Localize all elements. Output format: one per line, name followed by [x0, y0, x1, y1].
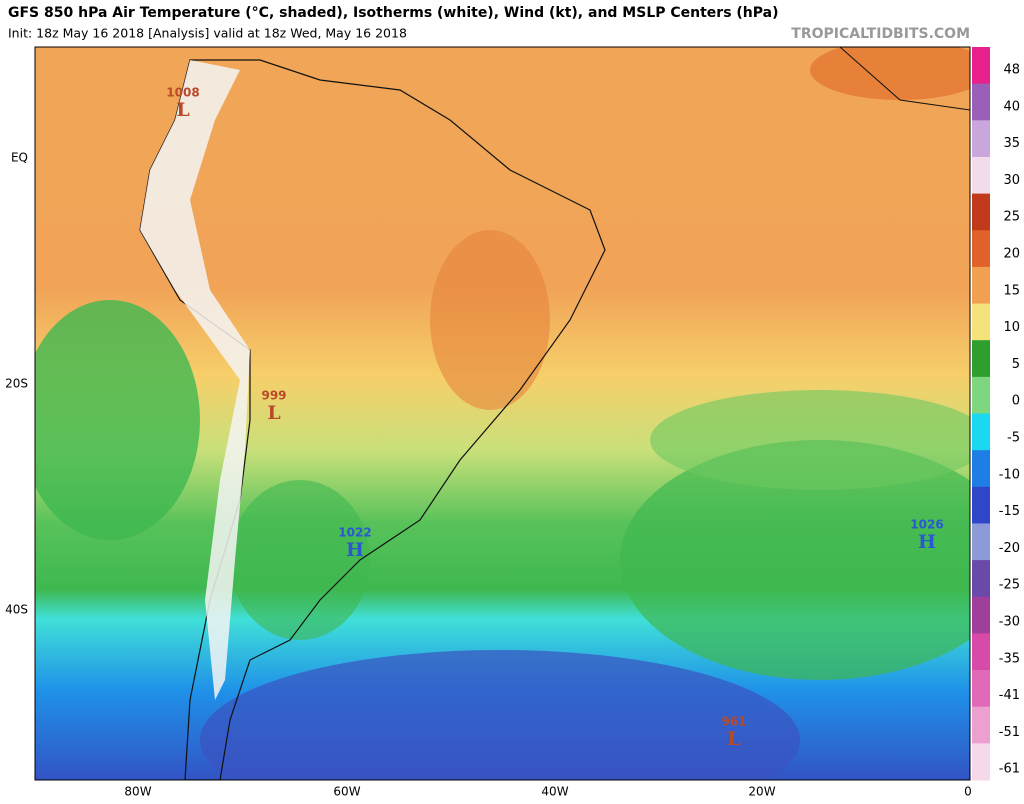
lon-label: 40W: [541, 785, 568, 799]
lon-label: 60W: [333, 785, 360, 799]
center-pressure: 1008: [166, 86, 199, 100]
colorbar-segment: [972, 47, 990, 85]
colorbar-label: -61: [999, 762, 1020, 777]
colorbar-segment: [972, 340, 990, 378]
colorbar-segment: [972, 413, 990, 451]
colorbar-label: 48: [1003, 63, 1020, 78]
colorbar-label: -25: [999, 578, 1020, 593]
colorbar-label: -30: [999, 615, 1020, 630]
colorbar-segment: [972, 486, 990, 524]
colorbar-segment: [972, 670, 990, 708]
center-pressure: 1022: [338, 526, 371, 540]
colorbar-label: -5: [1007, 431, 1020, 446]
colorbar-label: 0: [1012, 394, 1020, 409]
lon-label: 20W: [748, 785, 775, 799]
colorbar-label: -35: [999, 651, 1020, 666]
center-pressure: 961: [721, 715, 746, 729]
center-letter: H: [346, 539, 364, 561]
credit: TROPICALTIDBITS.COM: [791, 26, 970, 42]
lon-label: 80W: [124, 785, 151, 799]
colorbar-label: 40: [1003, 99, 1020, 114]
map: [35, 47, 970, 780]
colorbar-segment: [972, 376, 990, 414]
colorbar-label: 35: [1003, 136, 1020, 151]
lat-label: 40S: [5, 603, 28, 617]
center-letter: L: [176, 99, 189, 121]
colorbar-segment: [972, 303, 990, 341]
colorbar-label: 10: [1003, 320, 1020, 335]
colorbar-segment: [972, 83, 990, 121]
colorbar-label: -15: [999, 504, 1020, 519]
colorbar-segment: [972, 120, 990, 158]
lon-label: 0: [964, 785, 972, 799]
colorbar-segment: [972, 193, 990, 231]
lat-label: EQ: [11, 151, 28, 165]
title: GFS 850 hPa Air Temperature (°C, shaded)…: [8, 5, 779, 21]
colorbar-label: 5: [1012, 357, 1020, 372]
map-frame: [34, 46, 971, 781]
subtitle: Init: 18z May 16 2018 [Analysis] valid a…: [8, 26, 407, 41]
colorbar-label: 25: [1003, 210, 1020, 225]
colorbar-label: 15: [1003, 283, 1020, 298]
colorbar-segment: [972, 523, 990, 561]
colorbar-label: -51: [999, 725, 1020, 740]
colorbar-label: -10: [999, 467, 1020, 482]
colorbar-label: 20: [1003, 247, 1020, 262]
center-pressure: 1026: [910, 518, 943, 532]
colorbar-segment: [972, 633, 990, 671]
colorbar-segment: [972, 743, 990, 781]
colorbar-label: -20: [999, 541, 1020, 556]
colorbar: 48 40 35 30 25 20 15 10 5 0 -5 -10 -15 -20 -25 -30 -35 -4…: [972, 47, 1020, 781]
colorbar-label: -41: [999, 688, 1020, 703]
colorbar-segment: [972, 450, 990, 488]
colorbar-segment: [972, 156, 990, 195]
colorbar-segment: [972, 596, 990, 634]
colorbar-segment: [972, 560, 990, 598]
colorbar-label: 30: [1003, 173, 1020, 188]
colorbar-segment: [972, 266, 990, 305]
center-pressure: 999: [261, 389, 286, 403]
colorbar-segment: [972, 706, 990, 744]
lat-label: 20S: [5, 377, 28, 391]
colorbar-segment: [972, 230, 990, 268]
center-letter: H: [918, 531, 936, 553]
center-letter: L: [267, 402, 280, 424]
center-letter: L: [727, 728, 740, 750]
